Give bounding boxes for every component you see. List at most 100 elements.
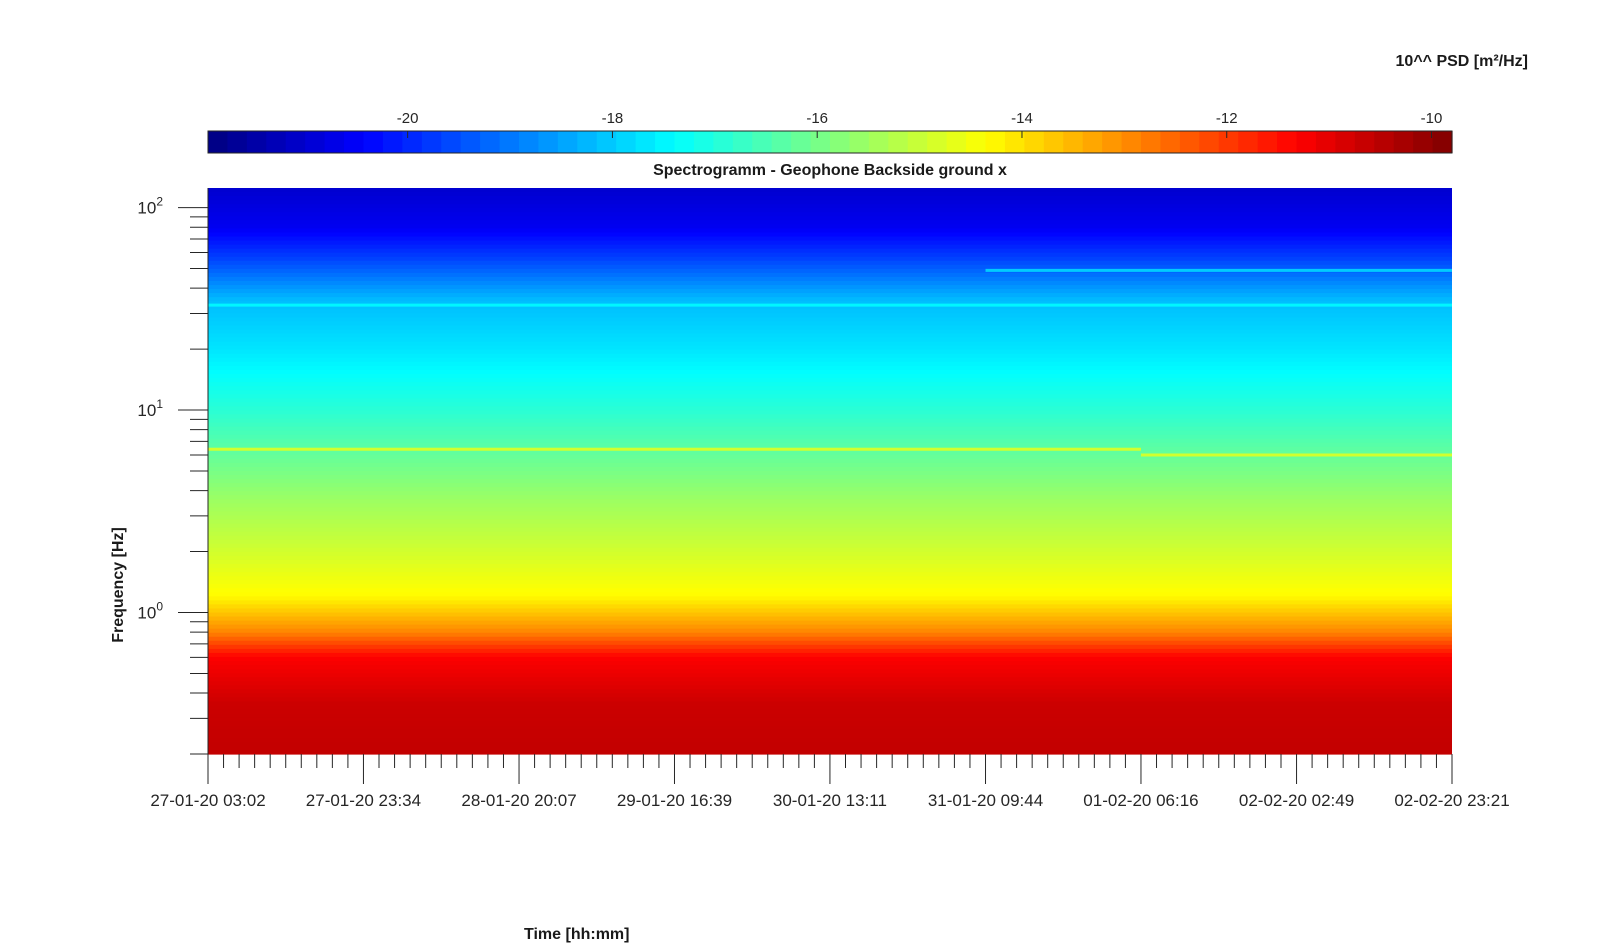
spectrogram-band bbox=[208, 620, 1452, 626]
spectrogram-band bbox=[208, 394, 1452, 399]
colorbar-segment bbox=[577, 131, 598, 153]
colorbar-segment bbox=[519, 131, 540, 153]
spectrogram-band bbox=[208, 487, 1452, 492]
colorbar-tick-label: -10 bbox=[1421, 110, 1443, 127]
spectrogram-band bbox=[208, 713, 1452, 719]
spectrogram-band bbox=[208, 462, 1452, 468]
spectrogram-band bbox=[208, 204, 1452, 209]
y-tick-label: 102 bbox=[137, 195, 163, 218]
spectrogram-band bbox=[208, 725, 1452, 731]
colorbar-segment bbox=[985, 131, 1006, 153]
colorbar-segment bbox=[927, 131, 948, 153]
spectrogram-band bbox=[208, 693, 1452, 698]
spectrogram-band bbox=[208, 317, 1452, 323]
spectrogram-band bbox=[208, 410, 1452, 415]
spectrogram-band bbox=[208, 365, 1452, 371]
spectrogram-band bbox=[208, 301, 1452, 306]
spectrogram-band bbox=[208, 511, 1452, 517]
spectrogram-band bbox=[208, 551, 1452, 557]
colorbar-segment bbox=[538, 131, 559, 153]
x-tick-label: 30-01-20 13:11 bbox=[773, 791, 887, 810]
spectrogram-band bbox=[208, 689, 1452, 694]
spectrogram-band bbox=[208, 543, 1452, 549]
colorbar-segment bbox=[830, 131, 851, 153]
colorbar-segment bbox=[791, 131, 812, 153]
spectrogram-band bbox=[208, 309, 1452, 314]
spectrogram-band bbox=[208, 697, 1452, 703]
colorbar-segment bbox=[1413, 131, 1434, 153]
spectrogram-band bbox=[208, 741, 1452, 747]
spectrogram-band bbox=[208, 402, 1452, 407]
spectrogram-band bbox=[208, 378, 1452, 383]
x-tick-label: 02-02-20 23:21 bbox=[1394, 791, 1509, 810]
spectrogram-band bbox=[208, 568, 1452, 573]
colorbar-tick-label: -18 bbox=[602, 110, 624, 127]
colorbar-segment bbox=[596, 131, 617, 153]
colorbar-segment bbox=[1043, 131, 1064, 153]
colorbar-segment bbox=[1296, 131, 1317, 153]
spectrogram-band bbox=[208, 212, 1452, 217]
colorbar-segment bbox=[1102, 131, 1123, 153]
colorbar-segment bbox=[946, 131, 967, 153]
colorbar-segment bbox=[324, 131, 345, 153]
spectrogram-band bbox=[208, 450, 1452, 456]
spectrogram-band bbox=[208, 717, 1452, 723]
spectrogram-band bbox=[208, 369, 1452, 375]
spectrogram-band bbox=[208, 669, 1452, 674]
spectrogram-band bbox=[208, 531, 1452, 537]
colorbar-segment bbox=[771, 131, 792, 153]
colorbar-segment bbox=[1238, 131, 1259, 153]
colorbar-segment bbox=[868, 131, 889, 153]
colorbar-segment bbox=[421, 131, 442, 153]
spectrogram-band bbox=[208, 515, 1452, 521]
colorbar-segment bbox=[888, 131, 909, 153]
spectrogram-band bbox=[208, 495, 1452, 500]
spectrogram-band bbox=[208, 523, 1452, 529]
colorbar-segment bbox=[966, 131, 987, 153]
colorbar-segment bbox=[752, 131, 773, 153]
spectrogram-band bbox=[208, 576, 1452, 581]
spectrogram-band bbox=[208, 224, 1452, 230]
colorbar-segment bbox=[363, 131, 384, 153]
spectrogram-band bbox=[208, 644, 1452, 650]
spectrogram-band bbox=[208, 665, 1452, 670]
colorbar-segment bbox=[1160, 131, 1181, 153]
colorbar-segment bbox=[1121, 131, 1142, 153]
spectrogram-band bbox=[208, 236, 1452, 242]
spectrogram-band bbox=[208, 701, 1452, 707]
spectrogram-band bbox=[208, 745, 1452, 751]
spectrogram-band bbox=[208, 188, 1452, 193]
colorbar-segment bbox=[1024, 131, 1045, 153]
x-tick-label: 02-02-20 02:49 bbox=[1239, 791, 1354, 810]
spectrogram-band bbox=[208, 721, 1452, 727]
colorbar-segment bbox=[246, 131, 267, 153]
colorbar-segment bbox=[1393, 131, 1414, 153]
spectrogram-band bbox=[208, 192, 1452, 197]
spectrogram-band bbox=[208, 341, 1452, 347]
spectrogram-band bbox=[208, 325, 1452, 331]
spectrogram-band bbox=[208, 555, 1452, 561]
colorbar-segment bbox=[713, 131, 734, 153]
colorbar-tick-label: -20 bbox=[397, 110, 419, 127]
spectrogram-band bbox=[208, 471, 1452, 476]
spectrogram-band bbox=[208, 406, 1452, 411]
spectrogram-band bbox=[208, 640, 1452, 646]
spectrogram-band bbox=[208, 547, 1452, 553]
spectrogram-band bbox=[208, 685, 1452, 690]
spectrogram-band bbox=[208, 390, 1452, 395]
spectrogram-band bbox=[208, 280, 1452, 286]
spectrogram-band bbox=[208, 681, 1452, 686]
x-tick-label: 28-01-20 20:07 bbox=[461, 791, 576, 810]
colorbar-segment bbox=[1277, 131, 1298, 153]
spectrogram-band bbox=[208, 648, 1452, 654]
colorbar-tick-label: -14 bbox=[1011, 110, 1033, 127]
spectrogram-band bbox=[208, 268, 1452, 274]
spectrogram-band bbox=[208, 628, 1452, 634]
spectrogram-band bbox=[208, 382, 1452, 387]
spectrogram-band bbox=[208, 345, 1452, 351]
spectrogram-band bbox=[208, 293, 1452, 298]
spectrogram-band bbox=[208, 600, 1452, 606]
spectrogram-band bbox=[208, 661, 1452, 666]
spectrogram-band bbox=[208, 733, 1452, 739]
spectrogram-band bbox=[208, 483, 1452, 488]
